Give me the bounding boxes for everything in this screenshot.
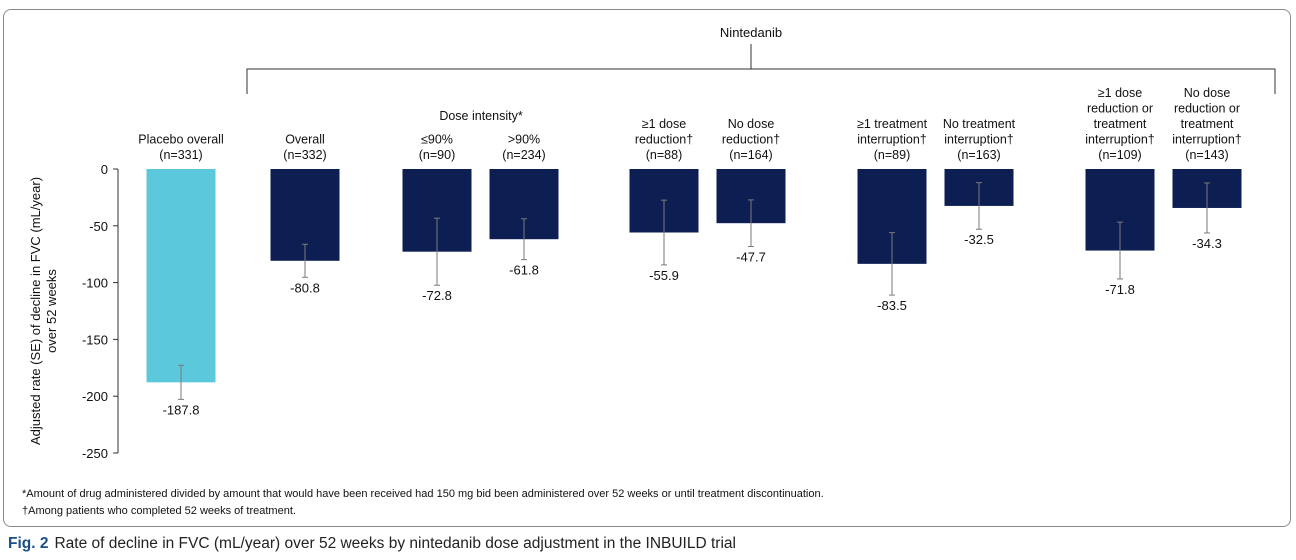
category-label: (n=90): [419, 148, 455, 162]
category-label: interruption†: [1085, 133, 1155, 147]
footnote-completed: †Among patients who completed 52 weeks o…: [22, 505, 296, 517]
category-label: treatment: [1094, 117, 1147, 131]
y-tick-label: -50: [89, 219, 108, 234]
category-label: (n=331): [159, 148, 202, 162]
y-tick-label: -250: [82, 446, 108, 461]
y-tick-label: 0: [101, 162, 108, 177]
category-label: reduction†: [635, 133, 693, 147]
category-label: ≥1 dose: [642, 117, 686, 131]
category-label: (n=143): [1185, 148, 1228, 162]
value-label: -83.5: [877, 298, 907, 313]
y-tick-label: -100: [82, 276, 108, 291]
value-label: -55.9: [649, 268, 679, 283]
category-label: ≥1 treatment: [857, 117, 928, 131]
value-label: -187.8: [163, 402, 200, 417]
category-label: No dose: [1184, 86, 1231, 100]
category-label: treatment: [1181, 117, 1234, 131]
y-axis-title: over 52 weeks: [44, 269, 59, 353]
category-label: (n=89): [874, 148, 910, 162]
nintedanib-bracket: [246, 44, 1276, 94]
value-label: -61.8: [509, 263, 539, 278]
category-label: reduction or: [1174, 102, 1240, 116]
category-label: >90%: [508, 133, 540, 147]
value-label: -34.3: [1192, 236, 1222, 251]
figure-panel: [3, 9, 1291, 527]
category-label: Placebo overall: [138, 133, 223, 147]
category-label: (n=332): [283, 148, 326, 162]
bar: [146, 169, 216, 383]
category-label: (n=109): [1098, 148, 1141, 162]
category-label: No treatment: [943, 117, 1016, 131]
y-tick-label: -150: [82, 332, 108, 347]
value-label: -71.8: [1105, 282, 1135, 297]
y-axis-title: Adjusted rate (SE) of decline in FVC (mL…: [28, 177, 43, 445]
value-label: -32.5: [964, 232, 994, 247]
category-label: (n=164): [729, 148, 772, 162]
category-label: ≤90%: [421, 133, 453, 147]
category-label: (n=163): [957, 148, 1000, 162]
chart: 0 -50 -100 -150 -200 -250 Adjusted rate (SE) o…: [28, 25, 1276, 461]
category-label: (n=88): [646, 148, 682, 162]
category-label: reduction or: [1087, 102, 1153, 116]
category-label: (n=234): [502, 148, 545, 162]
y-tick-label: -200: [82, 389, 108, 404]
footnote-dose-intensity: *Amount of drug administered divided by …: [22, 488, 824, 500]
category-label: reduction†: [722, 133, 780, 147]
category-label: interruption†: [944, 133, 1014, 147]
figure-caption: Fig. 2 Rate of decline in FVC (mL/year) o…: [8, 535, 736, 553]
caption-text: Rate of decline in FVC (mL/year) over 52…: [54, 535, 736, 552]
category-label: ≥1 dose: [1098, 86, 1142, 100]
nintedanib-header: Nintedanib: [720, 25, 782, 40]
value-label: -80.8: [290, 280, 320, 295]
group-label-dose-intensity: Dose intensity*: [439, 109, 523, 123]
category-label: Overall: [285, 133, 325, 147]
category-label: No dose: [728, 117, 775, 131]
figure-number: Fig. 2: [8, 535, 49, 552]
value-label: -47.7: [736, 249, 766, 264]
category-label: interruption†: [857, 133, 927, 147]
value-label: -72.8: [422, 288, 452, 303]
category-label: interruption†: [1172, 133, 1242, 147]
